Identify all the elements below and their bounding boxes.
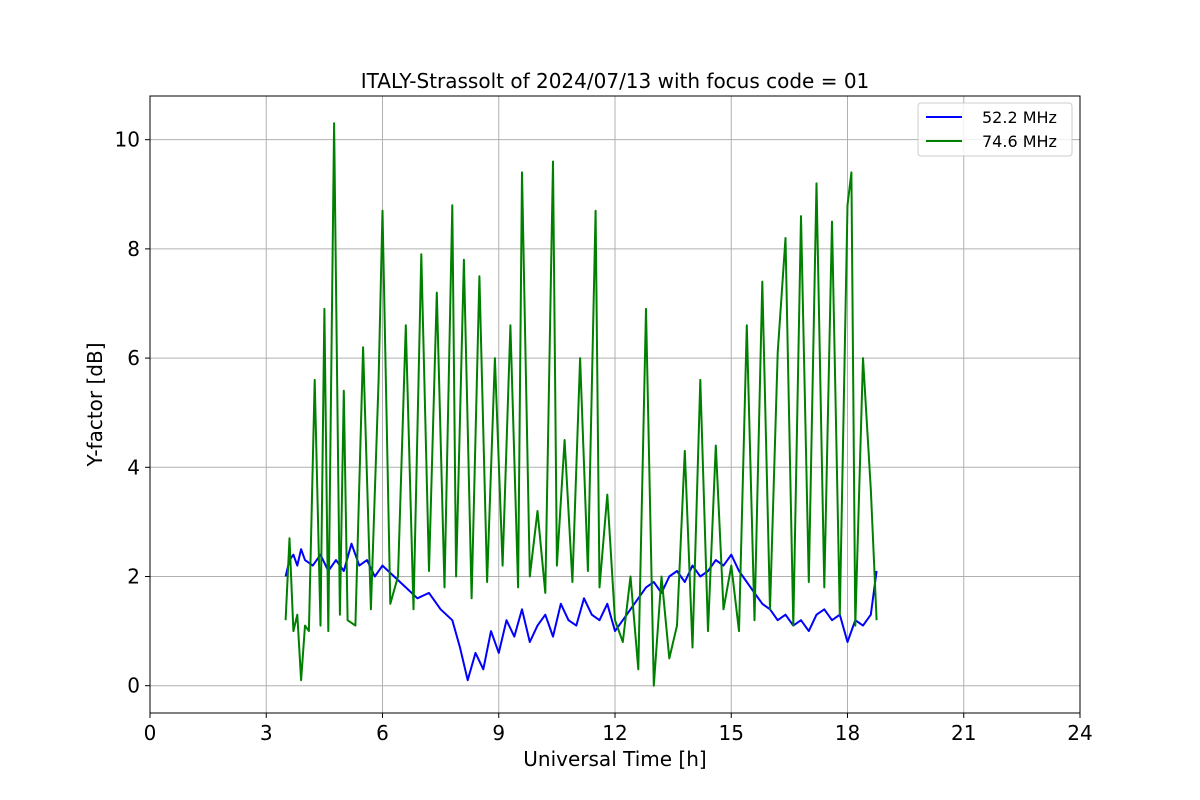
- y-tick-label: 4: [127, 455, 140, 479]
- series-layer: [284, 122, 878, 687]
- y-tick-label: 6: [127, 346, 140, 370]
- series-line-1: [284, 542, 878, 682]
- x-tick-label: 24: [1067, 721, 1092, 745]
- legend-label-series-1: 52.2 MHz: [982, 108, 1057, 127]
- x-tick-label: 18: [835, 721, 860, 745]
- legend: 52.2 MHz 74.6 MHz: [917, 102, 1073, 157]
- y-tick-label: 0: [127, 674, 140, 698]
- y-axis-title: Y-factor [dB]: [83, 342, 107, 467]
- x-tick-label: 9: [492, 721, 505, 745]
- y-tick-label: 8: [127, 237, 140, 261]
- x-tick-label: 21: [951, 721, 976, 745]
- x-axis-title: Universal Time [h]: [523, 747, 706, 771]
- x-tick-label: 6: [376, 721, 389, 745]
- y-tick-label: 10: [115, 128, 140, 152]
- x-tick-label: 15: [719, 721, 744, 745]
- x-tick-label: 3: [260, 721, 273, 745]
- legend-label-series-2: 74.6 MHz: [982, 132, 1057, 151]
- series-line-2: [284, 122, 878, 687]
- x-tick-label: 12: [602, 721, 627, 745]
- x-tick-label: 0: [144, 721, 157, 745]
- chart-title: ITALY-Strassolt of 2024/07/13 with focus…: [361, 69, 870, 93]
- y-tick-label: 2: [127, 564, 140, 588]
